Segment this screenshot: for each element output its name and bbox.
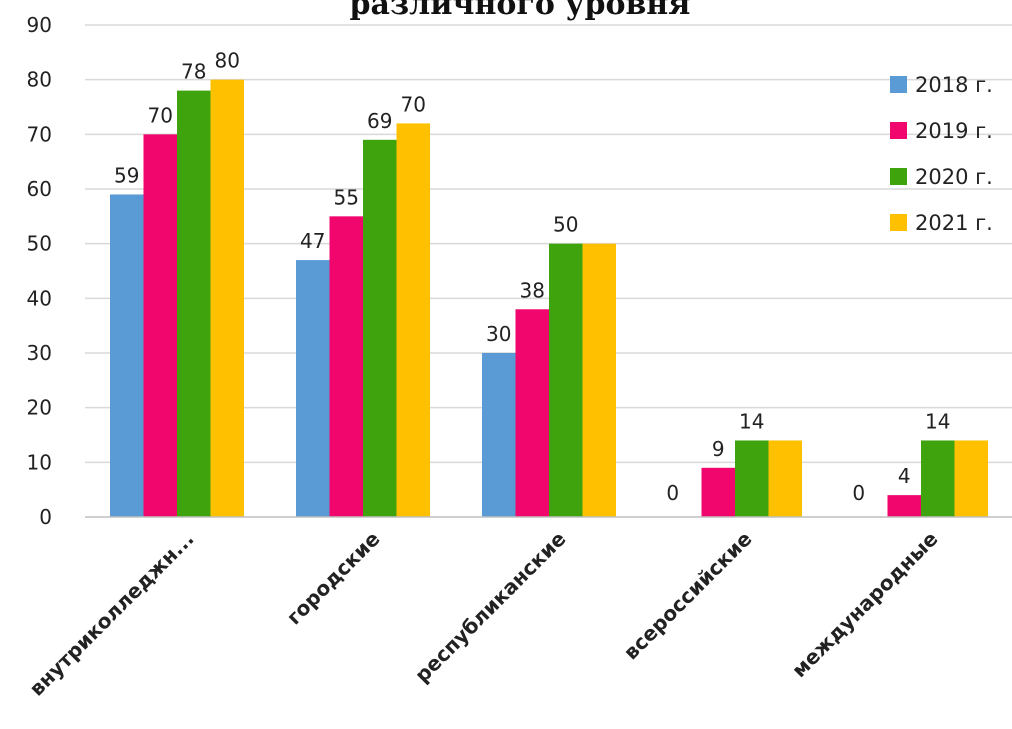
- data-label: 78: [181, 60, 206, 84]
- bar: [921, 440, 955, 517]
- bar: [396, 123, 430, 518]
- legend-label: 2021 г.: [915, 211, 993, 235]
- bar: [701, 467, 735, 517]
- data-label: 0: [852, 481, 865, 505]
- legend-swatch: [890, 122, 907, 139]
- data-label: 4: [898, 464, 911, 488]
- legend-label: 2020 г.: [915, 165, 993, 189]
- bar: [329, 216, 363, 518]
- chart-title: различного уровня: [350, 0, 691, 22]
- bar: [515, 309, 549, 517]
- y-tick-label: 40: [27, 286, 52, 310]
- bar: [768, 440, 802, 517]
- bar: [549, 243, 583, 517]
- bar: [177, 90, 211, 517]
- bar: [735, 440, 769, 517]
- data-label: 14: [925, 409, 950, 433]
- data-label: 70: [148, 103, 173, 127]
- y-axis-ticks: 0 10 20 30 40 50 60 70 80 90: [27, 13, 52, 529]
- bar: [363, 139, 397, 518]
- legend-swatch: [890, 76, 907, 93]
- data-label: 14: [739, 409, 764, 433]
- x-category-label: республиканские: [410, 527, 571, 688]
- data-labels: 59 70 78 80 47 55 69 70 30 38 50 0 9 14 0 4 14: [114, 49, 950, 505]
- y-tick-label: 20: [27, 396, 52, 420]
- data-label: 0: [666, 481, 679, 505]
- x-category-label: внутриколледжн...: [24, 527, 198, 701]
- x-category-label: городские: [282, 527, 385, 630]
- x-category-label: международные: [787, 527, 943, 683]
- data-label: 69: [367, 109, 392, 133]
- data-label: 38: [520, 278, 545, 302]
- y-tick-label: 90: [27, 13, 52, 37]
- legend: 2018 г. 2019 г. 2020 г. 2021 г.: [890, 73, 993, 235]
- legend-swatch: [890, 168, 907, 185]
- legend-label: 2019 г.: [915, 119, 993, 143]
- bar: [210, 79, 244, 518]
- legend-label: 2018 г.: [915, 73, 993, 97]
- data-label: 47: [300, 229, 325, 253]
- bar: [143, 134, 177, 518]
- y-tick-label: 10: [27, 450, 52, 474]
- bar: [296, 260, 330, 517]
- bar: [482, 353, 516, 517]
- bar: [582, 243, 616, 517]
- data-label: 80: [215, 49, 240, 73]
- bar: [954, 440, 988, 517]
- data-label: 55: [334, 185, 359, 209]
- y-tick-label: 50: [27, 232, 52, 256]
- y-tick-label: 0: [39, 505, 52, 529]
- y-tick-label: 60: [27, 177, 52, 201]
- x-axis-categories: внутриколледжн... городские республикански…: [24, 527, 942, 701]
- bar: [887, 495, 921, 517]
- x-category-label: всероссийские: [619, 527, 757, 665]
- y-tick-label: 70: [27, 122, 52, 146]
- y-tick-label: 30: [27, 341, 52, 365]
- data-label: 9: [712, 437, 725, 461]
- data-label: 30: [486, 322, 511, 346]
- y-tick-label: 80: [27, 68, 52, 92]
- bars: [110, 79, 988, 518]
- legend-swatch: [890, 214, 907, 231]
- data-label: 70: [401, 92, 426, 116]
- bar: [110, 194, 144, 517]
- data-label: 50: [553, 213, 578, 237]
- data-label: 59: [114, 163, 139, 187]
